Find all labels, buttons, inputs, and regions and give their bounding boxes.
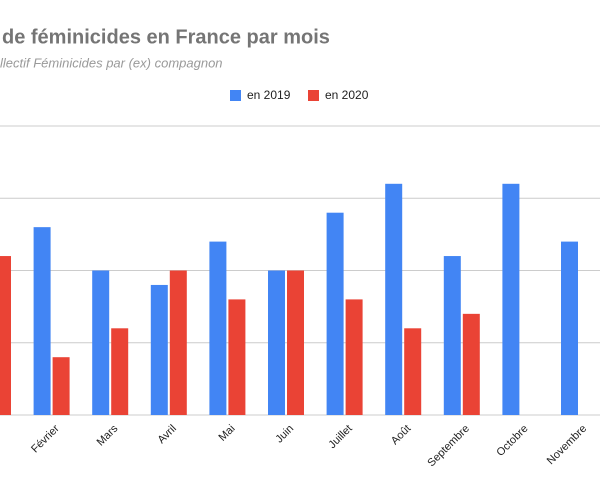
bar [169, 270, 187, 415]
bar [345, 299, 363, 415]
bar [326, 212, 344, 415]
legend: en 2019 en 2020 [230, 88, 369, 102]
bar [502, 183, 520, 415]
bar [228, 299, 246, 415]
bar [52, 357, 70, 415]
bar [268, 270, 285, 415]
bar [150, 284, 168, 415]
bar [92, 270, 110, 415]
bar [404, 328, 422, 415]
bar [462, 313, 480, 415]
bar [561, 241, 578, 415]
bar [287, 270, 304, 415]
chart-subtitle: llectif Féminicides par (ex) compagnon [0, 55, 223, 70]
bar [0, 256, 11, 415]
legend-label: en 2020 [325, 88, 369, 102]
legend-label: en 2019 [247, 88, 291, 102]
bar [443, 256, 461, 415]
chart-title: de féminicides en France par mois [2, 26, 330, 48]
legend-swatch [308, 90, 319, 101]
bar [111, 328, 129, 415]
legend-swatch [230, 90, 241, 101]
bar [33, 227, 51, 415]
bar [209, 241, 227, 415]
bar [385, 183, 403, 415]
